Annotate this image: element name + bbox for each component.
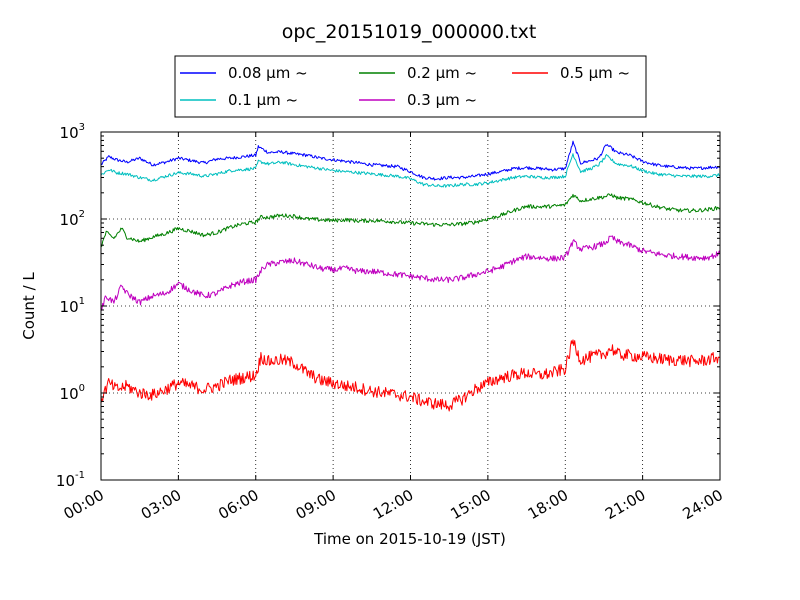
legend-frame <box>174 55 647 118</box>
y-tick-label-exponent: 2 <box>79 209 85 220</box>
y-tick-label-exponent: 1 <box>79 296 85 307</box>
series-line <box>100 193 721 248</box>
y-axis-label: Count / L <box>20 272 38 340</box>
x-axis-label: Time on 2015-10-19 (JST) <box>313 530 506 548</box>
y-tick-label-exponent: 3 <box>79 122 85 133</box>
series-line <box>100 235 721 312</box>
series-lines <box>100 140 721 412</box>
series-line <box>100 140 721 181</box>
legend-label: 0.2 μm ~ <box>407 64 477 82</box>
legend: 0.08 μm ~ 0.1 μm ~ 0.2 μm ~ 0.3 μm ~ 0.5 μm … <box>174 55 647 118</box>
legend-label: 0.3 μm ~ <box>407 91 477 109</box>
series-line <box>100 339 721 412</box>
chart-title: opc_20151019_000000.txt <box>282 21 537 43</box>
legend-label: 0.08 μm ~ <box>228 64 308 82</box>
y-tick-label-exponent: 0 <box>79 383 85 394</box>
legend-label: 0.1 μm ~ <box>228 91 298 109</box>
y-tick-label-exponent: -1 <box>75 470 85 481</box>
axis-ticks <box>100 131 721 481</box>
plot-area <box>101 132 720 480</box>
series-line <box>100 153 721 188</box>
legend-label: 0.5 μm ~ <box>560 64 630 82</box>
